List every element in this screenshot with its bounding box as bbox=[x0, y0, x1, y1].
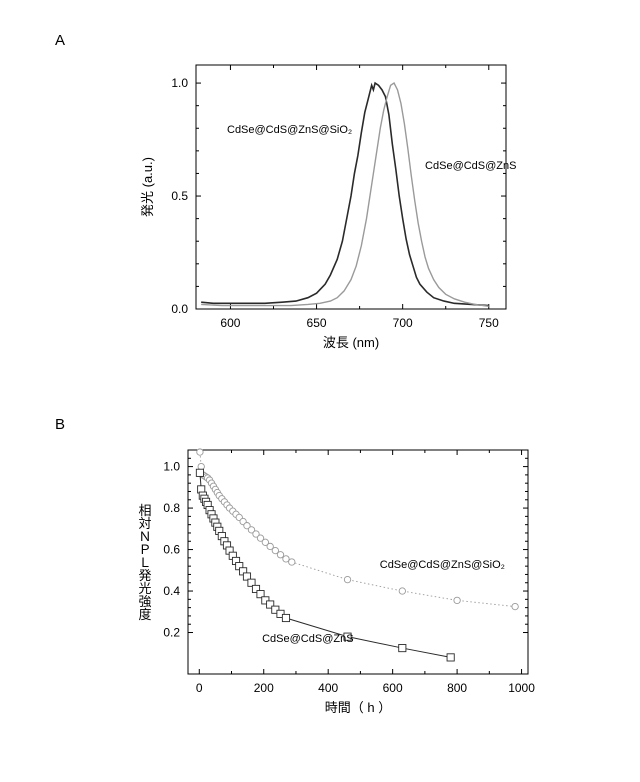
chart-text: 0.6 bbox=[163, 543, 180, 557]
chart-text: 0.0 bbox=[171, 302, 188, 316]
chart-text: 1.0 bbox=[163, 460, 180, 474]
plot-border bbox=[196, 65, 506, 309]
chart-text: 1.0 bbox=[171, 76, 188, 90]
chart-text: 750 bbox=[479, 316, 499, 330]
chart-text: 800 bbox=[447, 681, 467, 695]
series-label-CdSe@CdS@ZnS: CdSe@CdS@ZnS bbox=[262, 633, 353, 645]
marker bbox=[447, 654, 454, 661]
panel-b-label: B bbox=[55, 416, 65, 433]
chart-text: 波長 (nm) bbox=[323, 335, 379, 350]
chart-text: 発光 (a.u.) bbox=[140, 157, 155, 217]
marker bbox=[512, 603, 518, 609]
marker bbox=[197, 449, 203, 455]
panel-a-label: A bbox=[55, 32, 65, 49]
panel-a-label-text: A bbox=[55, 32, 65, 49]
panel-b-label-text: B bbox=[55, 416, 65, 433]
marker bbox=[454, 597, 460, 603]
series-label-CdSe@CdS@ZnS@SiO2: CdSe@CdS@ZnS@SiO₂ bbox=[227, 124, 352, 136]
chart-text: 200 bbox=[254, 681, 274, 695]
chart-text: 相対ＮＰＬ発光強度 bbox=[137, 504, 152, 621]
chart-text: 0.8 bbox=[163, 501, 180, 515]
chart-b: 0 200 400 600 800 1000 0.2 0.4 0.6 0.8 1.0 時間（ h ） 相… bbox=[128, 440, 538, 720]
chart-text: 0.2 bbox=[163, 626, 180, 640]
series-line-CdSe@CdS@ZnS@SiO2 bbox=[201, 83, 489, 306]
chart-text: 1000 bbox=[508, 681, 535, 695]
marker bbox=[283, 556, 289, 562]
chart-svg: 600 650 700 750 0.0 0.5 1.0 波長 (nm) 発光 (a.u.) CdS… bbox=[136, 55, 516, 355]
chart-svg: 0 200 400 600 800 1000 0.2 0.4 0.6 0.8 1.0 時間（ h ） 相… bbox=[128, 440, 538, 720]
chart-text: 650 bbox=[307, 316, 327, 330]
marker bbox=[399, 644, 406, 651]
chart-text: 700 bbox=[393, 316, 413, 330]
chart-text: 0.5 bbox=[171, 189, 188, 203]
chart-text: 0.4 bbox=[163, 584, 180, 598]
marker bbox=[289, 559, 295, 565]
chart-text: 600 bbox=[383, 681, 403, 695]
chart-text: 時間（ h ） bbox=[325, 700, 391, 715]
marker bbox=[277, 552, 283, 558]
marker bbox=[399, 588, 405, 594]
marker bbox=[282, 614, 289, 621]
chart-text: 400 bbox=[318, 681, 338, 695]
marker bbox=[344, 576, 350, 582]
chart-text: 600 bbox=[220, 316, 240, 330]
chart-a: 600 650 700 750 0.0 0.5 1.0 波長 (nm) 発光 (a.u.) CdS… bbox=[136, 55, 516, 355]
series-label-CdSe@CdS@ZnS@SiO2: CdSe@CdS@ZnS@SiO₂ bbox=[380, 559, 505, 571]
chart-text: 0 bbox=[196, 681, 203, 695]
marker bbox=[196, 469, 203, 476]
series-line-CdSe@CdS@ZnS bbox=[201, 83, 489, 306]
series-label-CdSe@CdS@ZnS: CdSe@CdS@ZnS bbox=[425, 160, 516, 172]
